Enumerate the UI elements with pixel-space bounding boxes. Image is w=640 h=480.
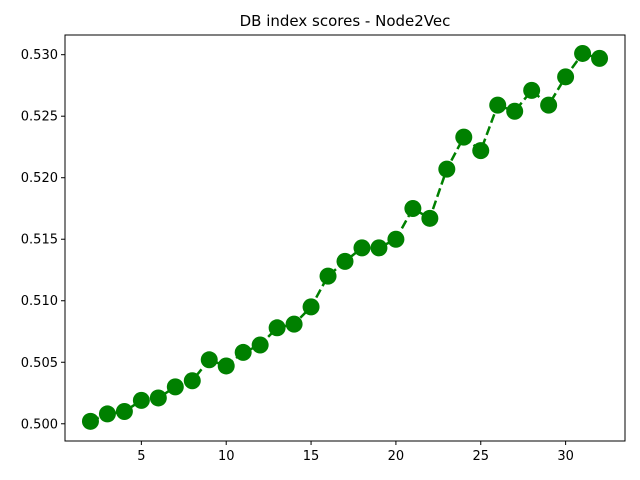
x-tick-label: 15 <box>303 449 320 464</box>
data-point <box>132 391 150 409</box>
x-tick-label: 20 <box>388 449 405 464</box>
plot-area <box>64 34 626 442</box>
data-point <box>523 81 541 99</box>
data-point <box>574 44 592 62</box>
data-point <box>489 96 507 114</box>
data-point <box>438 160 456 178</box>
data-point <box>217 357 235 375</box>
x-axis: 5 10 15 20 25 30 <box>137 441 574 464</box>
x-tick-label: 25 <box>472 449 489 464</box>
data-point <box>234 343 252 361</box>
y-tick-label: 0.500 <box>21 417 58 432</box>
data-point <box>200 351 218 369</box>
data-point <box>472 142 490 160</box>
y-tick-label: 0.510 <box>21 294 58 309</box>
data-point <box>557 68 575 86</box>
series-markers <box>81 44 609 430</box>
data-point <box>336 252 354 270</box>
data-point <box>387 230 405 248</box>
data-point <box>183 372 201 390</box>
y-axis: 0.500 0.505 0.510 0.515 0.520 0.525 0.530 <box>21 48 65 432</box>
data-point <box>251 336 269 354</box>
chart-title: DB index scores - Node2Vec <box>240 12 451 30</box>
data-point <box>115 402 133 420</box>
y-tick-label: 0.515 <box>21 233 58 248</box>
data-point <box>166 378 184 396</box>
y-tick-label: 0.520 <box>21 171 58 186</box>
x-tick-label: 30 <box>557 449 574 464</box>
data-point <box>506 102 524 120</box>
y-tick-label: 0.505 <box>21 356 58 371</box>
data-point <box>353 239 371 257</box>
data-point <box>370 239 388 257</box>
x-tick-label: 5 <box>137 449 145 464</box>
data-point <box>591 49 609 67</box>
data-point <box>98 405 116 423</box>
data-point <box>404 199 422 217</box>
y-tick-label: 0.530 <box>21 48 58 63</box>
y-tick-label: 0.525 <box>21 110 58 125</box>
data-point <box>268 319 286 337</box>
data-point <box>421 209 439 227</box>
data-point <box>81 412 99 430</box>
data-point <box>285 315 303 333</box>
x-tick-label: 10 <box>218 449 235 464</box>
data-point <box>455 128 473 146</box>
data-point <box>540 96 558 114</box>
data-point <box>149 389 167 407</box>
data-point <box>319 267 337 285</box>
data-point <box>302 298 320 316</box>
